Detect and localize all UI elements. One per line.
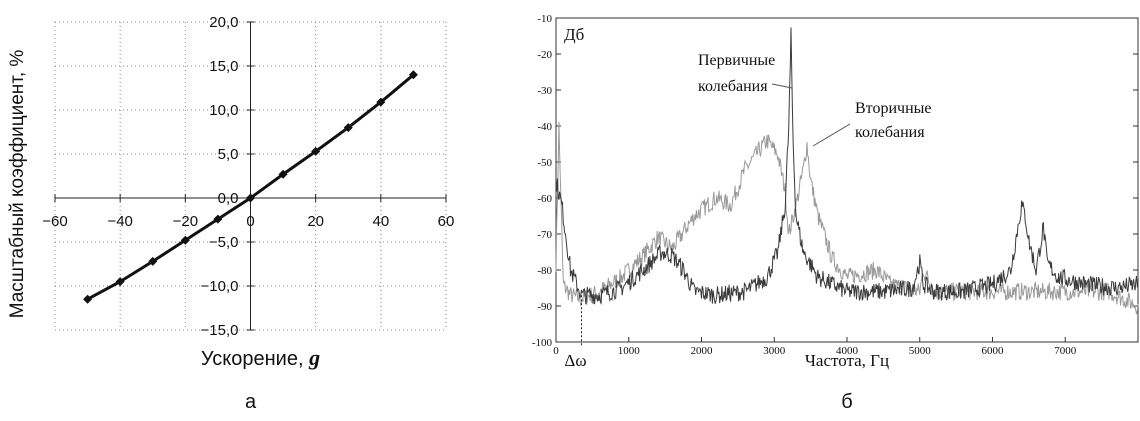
x-axis-title: Частота, Гц [805, 351, 889, 370]
x-tick-label: 6000 [982, 345, 1005, 357]
panel-label-a: а [245, 391, 257, 413]
data-point [278, 169, 288, 179]
x-tick-label: 2000 [691, 345, 714, 357]
x-tick-label: 0 [246, 213, 254, 230]
data-point [148, 256, 158, 266]
x-tick-label: −20 [173, 213, 198, 230]
x-tick-label: 60 [438, 213, 455, 230]
annotation-primary-line1: Первичные [698, 52, 775, 69]
series-primary [555, 27, 1139, 306]
data-point [311, 146, 321, 156]
data-point [343, 123, 353, 133]
y-tick-label: -50 [537, 157, 552, 169]
y-tick-label: 15,0 [209, 58, 238, 75]
x-tick-label: 7000 [1054, 345, 1077, 357]
y-tick-label: −10,0 [201, 278, 239, 295]
y-axis-title: Масштабный коэффициент, % [7, 50, 28, 319]
annotation-secondary-line2: колебания [855, 124, 925, 141]
x-tick-label: 1000 [618, 345, 641, 357]
data-point [246, 193, 255, 203]
series-secondary [555, 121, 1139, 315]
y-tick-label: -60 [537, 193, 552, 205]
annotation-secondary-arrow [812, 123, 851, 147]
y-tick-label: -90 [537, 301, 552, 313]
x-tick-label: 5000 [909, 345, 932, 357]
y-tick-label: −5,0 [209, 234, 239, 251]
y-tick-label: -80 [537, 265, 552, 277]
data-point [115, 277, 125, 287]
x-tick-label: 3000 [763, 345, 786, 357]
y-tick-label: 20,0 [209, 14, 238, 31]
y-tick-label: -100 [532, 337, 553, 349]
x-tick-label: −40 [107, 213, 132, 230]
x-tick-label: 0 [553, 345, 559, 357]
x-tick-label: 4000 [836, 345, 859, 357]
y-tick-label: -10 [537, 13, 552, 25]
x-axis-title: Ускорение, g [201, 345, 320, 370]
chart-a-container: −60 −40 −20 0 20 40 60 −15,0 −10,0 −5,0 0,0 5,0 10,0… [0, 0, 470, 416]
x-tick-label: 20 [307, 213, 324, 230]
delta-label: Δω [564, 351, 586, 370]
y-tick-label: -40 [537, 121, 552, 133]
annotation-primary-arrow [771, 83, 793, 89]
y-tick-label: 5,0 [218, 146, 239, 163]
data-point [83, 294, 93, 304]
x-axis-title-symbol: g [308, 345, 320, 370]
data-point [376, 97, 386, 107]
chart-a: −60 −40 −20 0 20 40 60 −15,0 −10,0 −5,0 0,0 5,0 10,0… [7, 14, 455, 413]
y-tick-label: -30 [537, 85, 552, 97]
y-tick-label: -20 [537, 49, 552, 61]
annotation-primary-line2: колебания [698, 78, 768, 95]
chart-b-container: -10 -20 -30 -40 -50 -60 -70 -80 -90 -100 0 1000 2000… [470, 0, 1140, 416]
x-axis-title-text: Ускорение, [201, 348, 309, 370]
y-axis-title: Дб [564, 25, 584, 44]
data-point [408, 70, 418, 80]
y-tick-label: 10,0 [209, 102, 238, 119]
y-tick-label: -70 [537, 229, 552, 241]
y-tick-label: −15,0 [201, 322, 239, 339]
data-point [180, 235, 190, 245]
annotation-secondary-line1: Вторичные [855, 100, 931, 117]
x-tick-label: −60 [42, 213, 67, 230]
x-tick-label: 40 [372, 213, 389, 230]
chart-b: -10 -20 -30 -40 -50 -60 -70 -80 -90 -1000 1000 2000… [532, 13, 1139, 413]
y-tick-label: 0,0 [218, 190, 239, 207]
panel-label-b: б [841, 391, 852, 413]
data-point [213, 214, 223, 224]
